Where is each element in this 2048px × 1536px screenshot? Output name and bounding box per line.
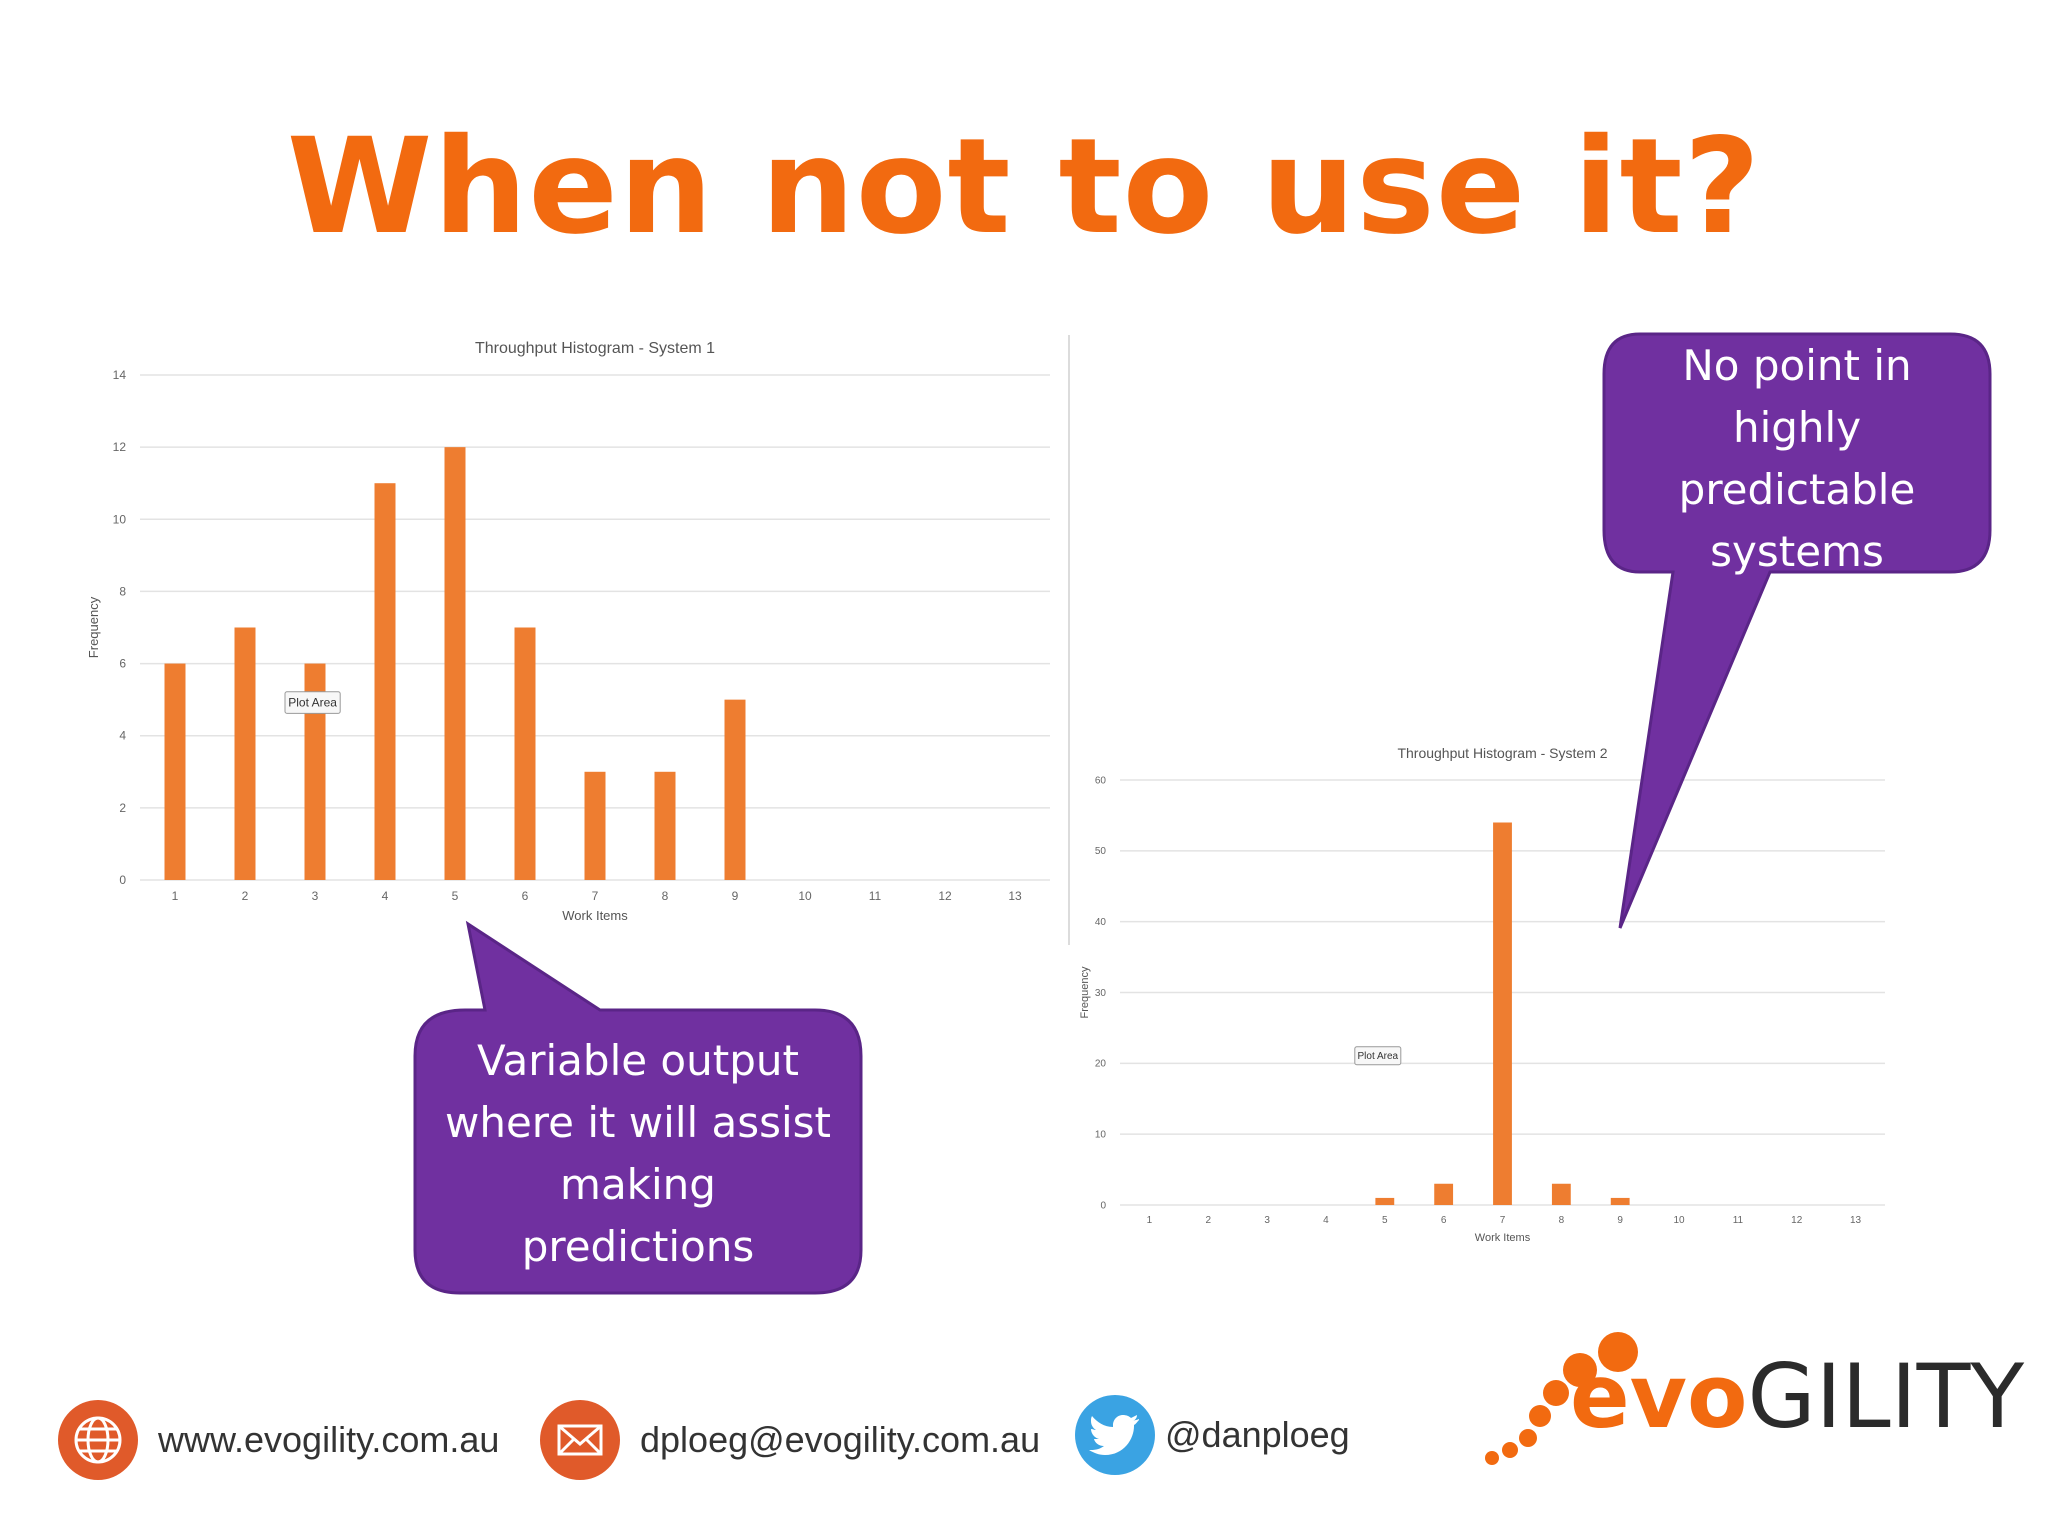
callout-no-point: No point in highly predictable systems — [1600, 330, 2000, 940]
bar-1 — [164, 663, 186, 880]
y-tick-label: 10 — [113, 512, 127, 526]
twitter-bird-icon[interactable] — [1075, 1395, 1155, 1475]
y-tick-label: 0 — [1100, 1200, 1106, 1211]
bar-8 — [1551, 1183, 1571, 1205]
callout-variable-output-text: Variable output where it will assist mak… — [415, 1030, 861, 1278]
callout-left-line-1: Variable output — [477, 1036, 799, 1085]
x-tick-label: 2 — [242, 889, 249, 903]
bar-6 — [514, 627, 536, 880]
globe-icon[interactable] — [58, 1400, 138, 1480]
bar-9 — [724, 699, 746, 880]
callout-left-line-4: predictions — [521, 1222, 755, 1271]
envelope-icon[interactable] — [540, 1400, 620, 1480]
website-link[interactable]: www.evogility.com.au — [158, 1419, 500, 1460]
callout-right-line-2: highly — [1732, 403, 1862, 452]
x-tick-label: 4 — [382, 889, 389, 903]
x-tick-label: 1 — [172, 889, 179, 903]
x-tick-label: 3 — [1264, 1215, 1270, 1226]
bar-8 — [654, 771, 676, 880]
x-tick-label: 10 — [1673, 1215, 1685, 1226]
footer-twitter[interactable]: @danploeg — [1075, 1395, 1350, 1475]
y-axis-label: Frequency — [86, 596, 101, 658]
plot-area-tooltip-text: Plot Area — [1358, 1051, 1399, 1062]
logo-evo: evo — [1570, 1345, 1748, 1448]
histogram-system-1: Throughput Histogram - System 1 0 2 4 6 8 10 12… — [86, 330, 1070, 935]
x-tick-label: 9 — [732, 889, 739, 903]
callout-right-line-3: predictable — [1678, 465, 1916, 514]
callout-no-point-shape — [1602, 332, 1992, 929]
callout-variable-output: Variable output where it will assist mak… — [405, 920, 875, 1305]
x-tick-label: 13 — [1008, 889, 1022, 903]
x-tick-label: 8 — [1559, 1215, 1565, 1226]
y-tick-label: 30 — [1095, 988, 1107, 999]
x-tick-label: 5 — [452, 889, 459, 903]
y-tick-label: 14 — [113, 368, 127, 382]
footer-website[interactable]: www.evogility.com.au — [58, 1400, 499, 1480]
callout-variable-output-shape — [413, 920, 863, 1295]
bar-3 — [304, 663, 326, 880]
bar-7 — [1493, 822, 1512, 1205]
chart-divider — [1068, 335, 1070, 945]
histogram-system-1-svg: Throughput Histogram - System 1024681012… — [86, 340, 1050, 923]
plot-area-tooltip-box — [284, 691, 341, 714]
x-tick-label: 10 — [798, 889, 812, 903]
footer-email[interactable]: dploeg@evogility.com.au — [540, 1400, 1040, 1480]
y-axis-label: Frequency — [1079, 966, 1091, 1018]
twitter-handle[interactable]: @danploeg — [1165, 1414, 1350, 1455]
callout-left-line-2: where it will assist — [444, 1098, 832, 1147]
x-tick-label: 7 — [1500, 1215, 1506, 1226]
x-tick-label: 6 — [522, 889, 529, 903]
chart-title: Throughput Histogram - System 1 — [475, 340, 715, 357]
y-tick-label: 50 — [1095, 846, 1107, 857]
y-tick-label: 4 — [119, 729, 126, 743]
x-tick-label: 12 — [1791, 1215, 1803, 1226]
y-tick-label: 2 — [119, 801, 126, 815]
bar-5 — [1375, 1197, 1395, 1205]
bar-9 — [1610, 1197, 1630, 1205]
x-tick-label: 13 — [1850, 1215, 1862, 1226]
y-tick-label: 6 — [119, 657, 126, 671]
bar-7 — [584, 771, 606, 880]
x-tick-label: 4 — [1323, 1215, 1329, 1226]
x-tick-label: 2 — [1205, 1215, 1211, 1226]
callout-right-line-1: No point in — [1682, 341, 1912, 390]
y-tick-label: 10 — [1095, 1130, 1107, 1141]
y-tick-label: 0 — [119, 873, 126, 887]
y-tick-label: 20 — [1095, 1059, 1107, 1070]
x-tick-label: 5 — [1382, 1215, 1388, 1226]
logo-dots — [1485, 1332, 1638, 1465]
logo-gility: GILITY — [1747, 1345, 2025, 1448]
x-tick-label: 8 — [662, 889, 669, 903]
x-tick-label: 9 — [1617, 1215, 1623, 1226]
bar-2 — [234, 627, 256, 880]
bar-6 — [1434, 1183, 1454, 1205]
x-tick-label: 6 — [1441, 1215, 1447, 1226]
email-link[interactable]: dploeg@evogility.com.au — [640, 1419, 1041, 1460]
x-tick-label: 11 — [869, 889, 882, 903]
plot-area-tooltip-text: Plot Area — [288, 696, 337, 710]
callout-right-line-4: systems — [1710, 527, 1884, 576]
x-tick-label: 12 — [938, 889, 952, 903]
logo-wordmark: evoGILITY — [1570, 1345, 2024, 1448]
y-tick-label: 60 — [1095, 775, 1107, 786]
y-tick-label: 8 — [119, 584, 126, 598]
bar-5 — [444, 447, 466, 880]
x-tick-label: 3 — [312, 889, 319, 903]
plot-area-tooltip-box — [1354, 1046, 1402, 1066]
x-tick-label: 7 — [592, 889, 599, 903]
slide-title: When not to use it? — [286, 110, 1762, 264]
x-axis-label: Work Items — [1475, 1232, 1531, 1244]
x-tick-label: 1 — [1147, 1215, 1153, 1226]
x-axis-label: Work Items — [562, 908, 628, 923]
chart-title: Throughput Histogram - System 2 — [1397, 745, 1607, 761]
bar-4 — [374, 483, 396, 880]
histogram-system-2: Throughput Histogram - System 2 0 10 20 30 40… — [1079, 740, 1910, 1255]
y-tick-label: 40 — [1095, 917, 1107, 928]
histogram-system-2-svg: Throughput Histogram - System 2 0 10 20 30 40… — [1079, 745, 1885, 1244]
y-tick-label: 12 — [113, 440, 127, 454]
callout-left-line-3: making — [560, 1160, 716, 1209]
x-tick-label: 11 — [1733, 1215, 1744, 1226]
callout-no-point-text: No point in highly predictable systems — [1604, 335, 1990, 583]
evogility-logo: evoGILITY — [1470, 1320, 2024, 1480]
